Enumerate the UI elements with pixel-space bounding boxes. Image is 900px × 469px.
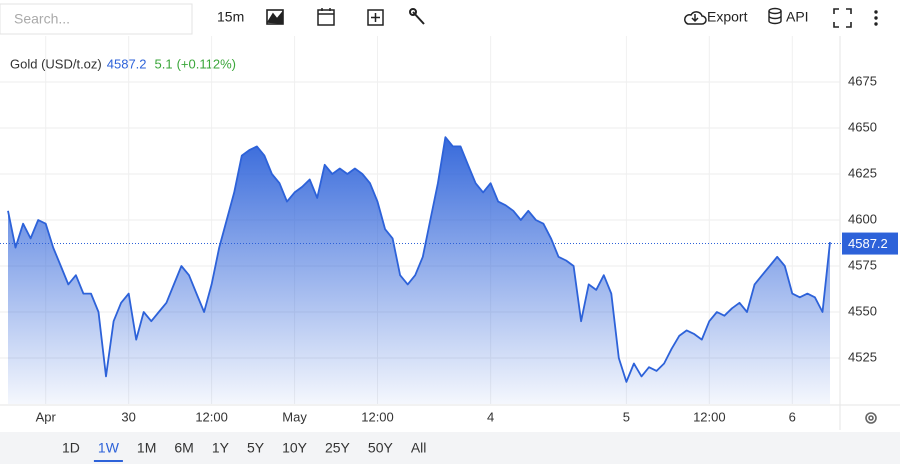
chart-type-icon[interactable] (266, 9, 284, 25)
interval-button[interactable]: 15m (217, 9, 244, 25)
range-button[interactable]: 25Y (325, 440, 351, 456)
y-tick-label: 4625 (848, 165, 877, 180)
range-bar (0, 432, 900, 464)
api-icon[interactable] (768, 7, 782, 25)
range-button[interactable]: 1M (137, 440, 156, 456)
export-icon[interactable] (684, 11, 707, 25)
x-tick-label: 6 (789, 409, 796, 424)
range-button[interactable]: All (411, 440, 427, 456)
search-box[interactable] (0, 3, 193, 35)
settings-icon[interactable] (865, 412, 877, 424)
x-tick-label: 12:00 (693, 409, 726, 424)
last-price: 4587.2 (107, 56, 147, 71)
menu-icon[interactable] (874, 10, 878, 26)
tools-icon[interactable] (409, 8, 425, 25)
change: 5.1 (155, 56, 173, 71)
x-tick-label: 4 (487, 409, 494, 424)
fullscreen-icon[interactable] (833, 8, 852, 28)
y-tick-label: 4600 (848, 211, 877, 226)
range-button[interactable]: 1W (98, 440, 120, 456)
y-tick-label: 4525 (848, 349, 877, 364)
search-placeholder[interactable]: Search... (14, 11, 70, 27)
y-tick-label: 4550 (848, 303, 877, 318)
x-tick-label: 5 (623, 409, 630, 424)
x-tick-label: 12:00 (361, 409, 394, 424)
range-button[interactable]: 1D (62, 440, 80, 456)
export-button[interactable]: Export (707, 9, 748, 25)
change-percent: (+0.112%) (177, 56, 236, 71)
range-button[interactable]: 5Y (247, 440, 265, 456)
x-tick-label: 12:00 (195, 409, 228, 424)
range-button[interactable]: 6M (174, 440, 193, 456)
area-fill (8, 137, 830, 404)
price-line (7, 136, 831, 383)
series-name: Gold (USD/t.oz) (10, 56, 102, 71)
api-button[interactable]: API (786, 9, 809, 25)
add-icon[interactable] (367, 9, 384, 26)
range-button[interactable]: 10Y (282, 440, 308, 456)
last-price-label: 4587.2 (848, 236, 888, 251)
calendar-icon[interactable] (317, 8, 335, 26)
range-button[interactable]: 1Y (212, 440, 230, 456)
y-tick-label: 4650 (848, 119, 877, 134)
range-button[interactable]: 50Y (368, 440, 394, 456)
x-tick-label: Apr (36, 409, 57, 424)
last-price-box (842, 232, 898, 255)
y-tick-label: 4675 (848, 73, 877, 88)
x-tick-label: 30 (121, 409, 135, 424)
x-tick-label: May (282, 409, 307, 424)
y-tick-label: 4575 (848, 257, 877, 272)
